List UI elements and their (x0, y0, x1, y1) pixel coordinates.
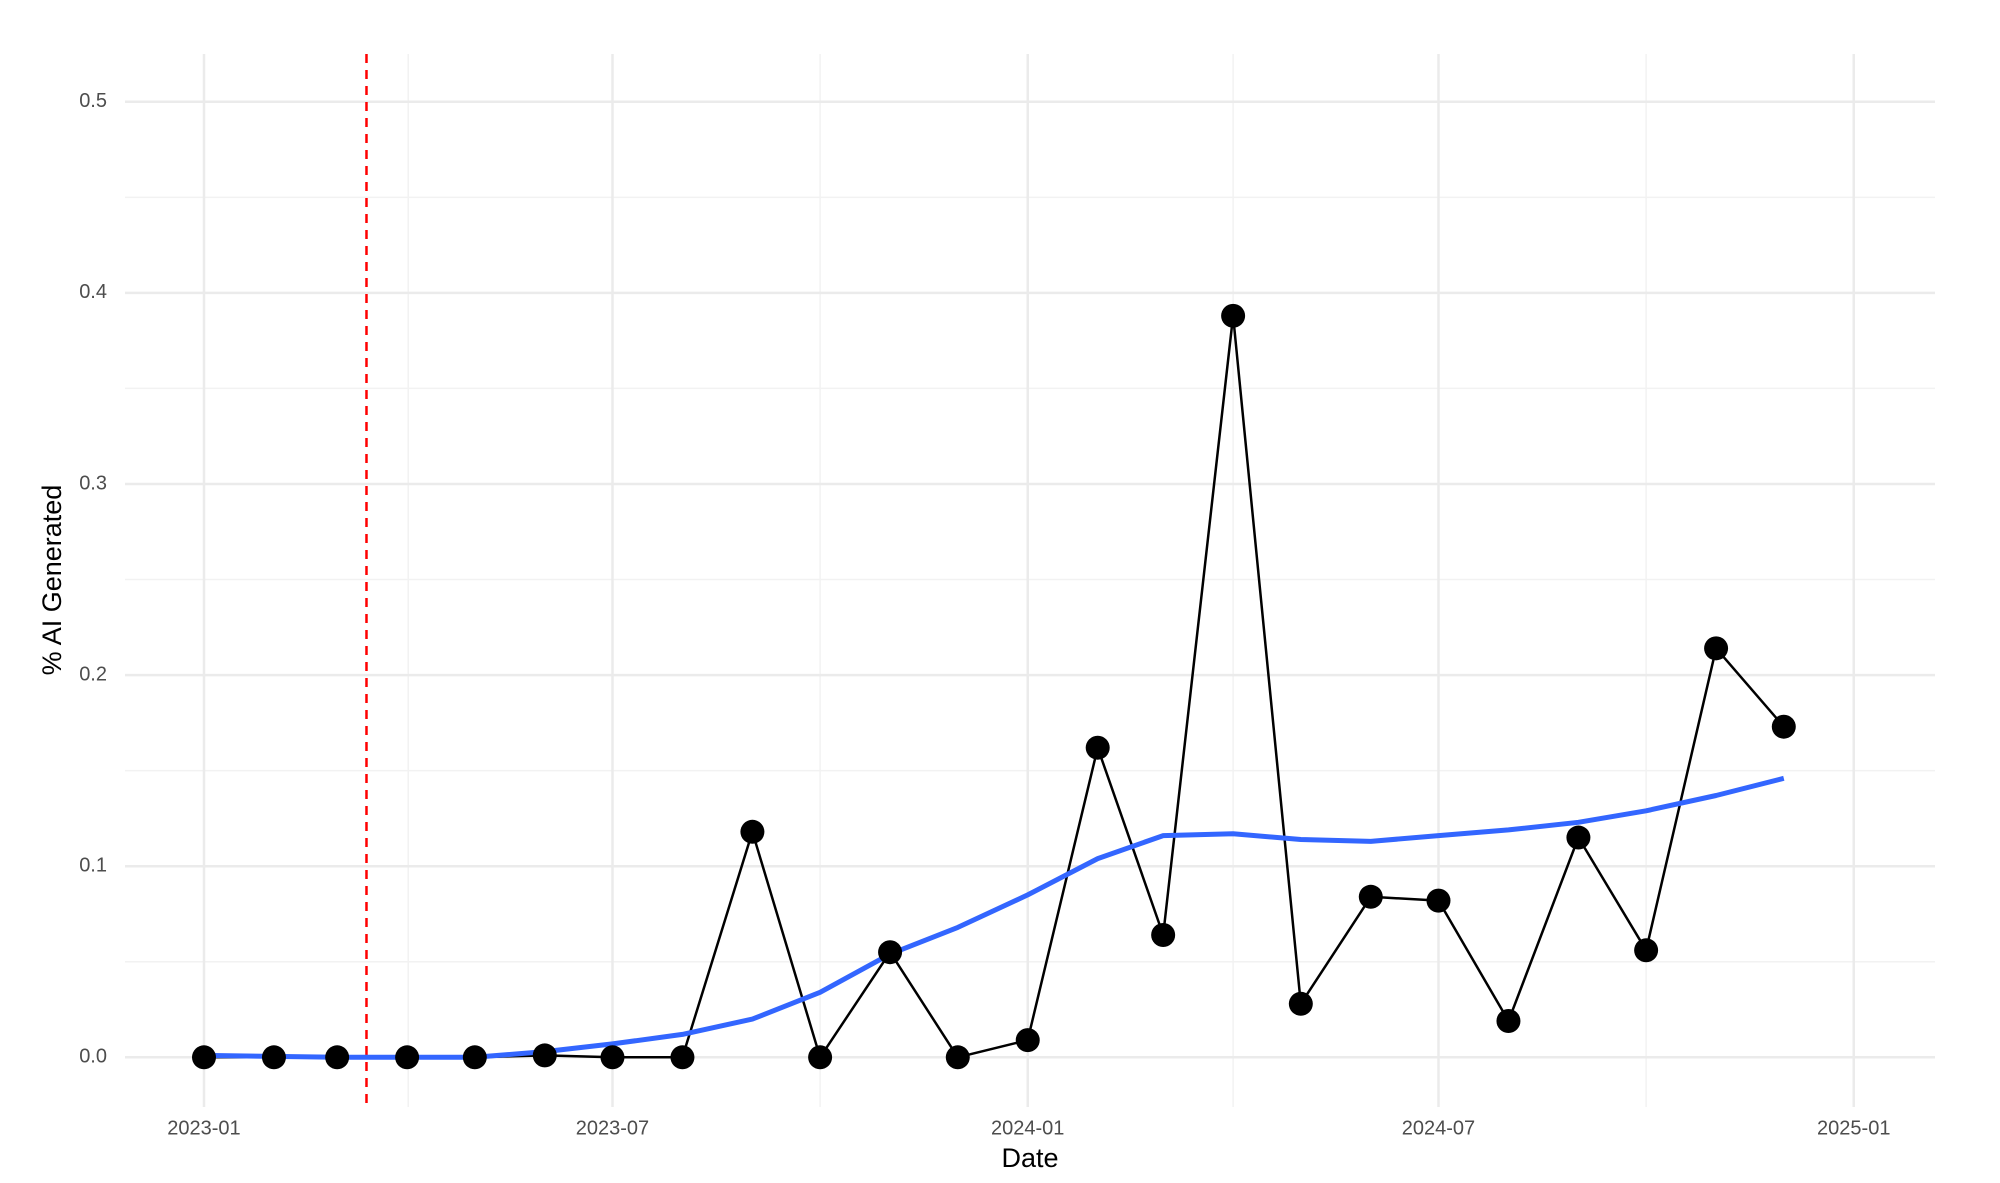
data-point (1151, 923, 1176, 948)
data-point (395, 1045, 420, 1070)
y-tick-label: 0.5 (79, 90, 107, 112)
x-tick-label: 2024-01 (991, 1117, 1064, 1139)
y-axis-label: % AI Generated (37, 485, 67, 676)
x-tick-label: 2023-01 (167, 1117, 240, 1139)
x-tick-label: 2025-01 (1817, 1117, 1890, 1139)
data-point (808, 1045, 833, 1070)
data-point (600, 1045, 625, 1070)
x-axis-label: Date (1001, 1143, 1058, 1173)
data-point (670, 1045, 695, 1070)
data-point (1085, 735, 1110, 760)
data-point (1496, 1009, 1521, 1034)
y-tick-label: 0.0 (79, 1046, 107, 1068)
x-tick-label: 2024-07 (1402, 1117, 1475, 1139)
data-point (462, 1045, 487, 1070)
data-point (1015, 1028, 1040, 1053)
x-tick-label: 2023-07 (576, 1117, 649, 1139)
data-point (325, 1045, 350, 1070)
data-point (740, 819, 765, 844)
data-point (1288, 991, 1313, 1016)
data-point (1771, 714, 1796, 739)
y-tick-label: 0.4 (79, 281, 107, 303)
data-point (1634, 938, 1659, 963)
data-point (1221, 303, 1246, 328)
data-point (261, 1045, 286, 1070)
data-point (191, 1045, 216, 1070)
data-point (1566, 825, 1591, 850)
y-tick-label: 0.1 (79, 854, 107, 876)
data-point (1358, 884, 1383, 909)
y-tick-label: 0.2 (79, 663, 107, 685)
y-tick-label: 0.3 (79, 472, 107, 494)
data-point (1426, 888, 1451, 913)
data-point (1704, 636, 1729, 661)
data-point (878, 940, 903, 965)
data-point (945, 1045, 970, 1070)
data-point (532, 1043, 557, 1068)
